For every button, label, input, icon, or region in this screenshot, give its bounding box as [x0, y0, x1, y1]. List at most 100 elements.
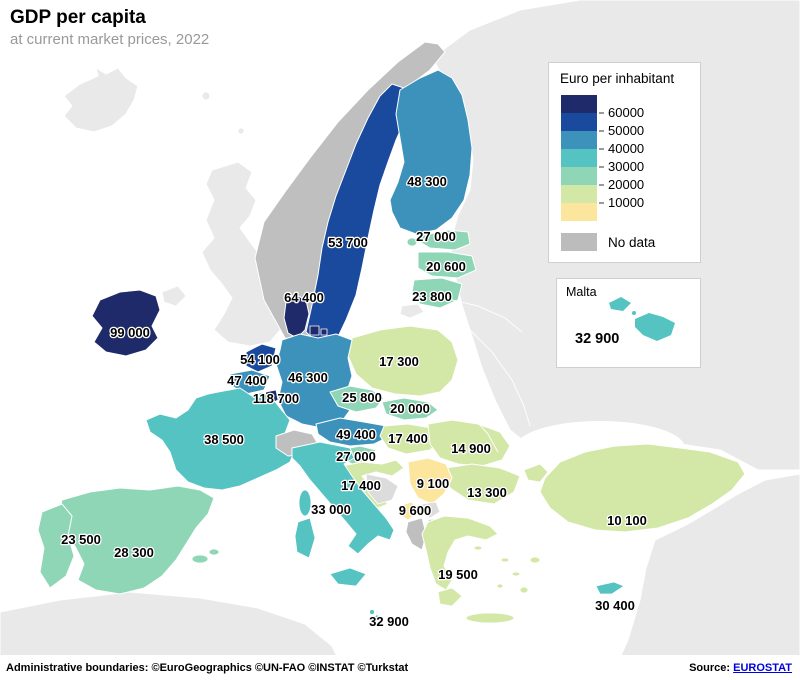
footer: Administrative boundaries: ©EuroGeograph…: [0, 655, 800, 680]
malta-island: [635, 313, 675, 341]
value-label-france: 38 500: [204, 432, 244, 447]
legend-no-data-label: No data: [608, 235, 656, 250]
legend-tick: [599, 184, 604, 186]
aegean-island: [519, 586, 529, 594]
value-label-germany: 46 300: [288, 370, 328, 385]
aegean-island: [511, 571, 521, 577]
country-italy: [291, 441, 395, 555]
greece-peloponnese: [437, 587, 463, 607]
legend-tick: [599, 112, 604, 114]
turkey-east-thrace: [523, 463, 549, 483]
value-label-czechia: 25 800: [342, 390, 382, 405]
page-title: GDP per capita: [10, 7, 146, 28]
value-label-romania: 14 900: [451, 441, 491, 456]
value-label-serbia: 9 100: [417, 476, 450, 491]
legend-swatch-40000: [561, 131, 597, 149]
country-czechia: [329, 385, 385, 413]
malta-inset-value: 32 900: [575, 331, 620, 347]
value-label-bulgaria: 13 300: [467, 485, 507, 500]
corsica-island: [298, 489, 312, 517]
value-label-estonia: 27 000: [416, 229, 456, 244]
legend-swatch-30000: [561, 149, 597, 167]
country-latvia: [417, 251, 477, 279]
eurostat-link[interactable]: EUROSTAT: [733, 662, 792, 674]
crete-island: [465, 612, 515, 624]
malta-island-main-map: [369, 609, 375, 615]
legend-tick-label: 60000: [608, 105, 645, 120]
malta-inset-title: Malta: [566, 285, 597, 299]
legend-tick: [599, 202, 604, 204]
value-label-sweden: 53 700: [328, 235, 368, 250]
aegean-island: [529, 556, 541, 564]
country-greece: [421, 515, 499, 591]
balearic-islands: [208, 548, 220, 556]
country-northern-ireland: [161, 285, 187, 307]
legend-tick-label: 40000: [608, 141, 645, 156]
country-bulgaria: [445, 463, 521, 505]
country-bosnia-herzegovina: [365, 473, 399, 505]
legend-swatch-under-10000: [561, 203, 597, 221]
admin-boundary-line: [471, 415, 499, 453]
shetland-islands: [237, 127, 245, 135]
aegean-island: [496, 583, 504, 589]
value-label-latvia: 20 600: [426, 259, 466, 274]
legend-swatch-20000: [561, 167, 597, 185]
value-label-belgium: 47 400: [227, 373, 267, 388]
admin-boundary-line: [451, 299, 523, 333]
legend-swatch-10000: [561, 185, 597, 203]
legend-tick-label: 50000: [608, 123, 645, 138]
legend-swatch-60000-plus: [561, 95, 597, 113]
malta-island-main-map: [374, 614, 380, 620]
value-label-malta: 32 900: [369, 614, 409, 629]
legend-tick: [599, 148, 604, 150]
country-netherlands: [245, 343, 277, 373]
value-label-portugal: 23 500: [61, 532, 101, 547]
country-cyprus: [595, 581, 625, 595]
legend-tick: [599, 130, 604, 132]
value-label-ireland: 99 000: [110, 325, 150, 340]
value-label-greece: 19 500: [438, 567, 478, 582]
malta-inset-map: [609, 297, 675, 341]
legend-tick-label: 30000: [608, 159, 645, 174]
sicily-island: [329, 567, 367, 587]
header: GDP per capita at current market prices,…: [10, 6, 209, 50]
footer-attribution: Administrative boundaries: ©EuroGeograph…: [6, 662, 409, 674]
country-albania: [405, 517, 427, 551]
country-iceland: [63, 67, 139, 133]
country-denmark: [283, 295, 310, 339]
value-label-turkey: 10 100: [607, 513, 647, 528]
footer-source-label: Source:: [689, 662, 731, 674]
value-label-austria: 49 400: [336, 427, 376, 442]
legend-tick: [599, 166, 604, 168]
value-label-slovakia: 20 000: [390, 401, 430, 416]
legend-title: Euro per inhabitant: [560, 71, 675, 86]
legend-swatch-50000: [561, 113, 597, 131]
legend-tick-label: 20000: [608, 177, 645, 192]
country-spain: [57, 485, 215, 595]
country-poland: [347, 325, 459, 397]
aegean-island: [500, 557, 510, 563]
country-portugal: [37, 503, 75, 589]
value-label-luxembourg: 118 700: [253, 391, 299, 406]
comino-island: [632, 311, 636, 315]
country-france: [145, 387, 297, 491]
denmark-funen-island: [320, 328, 328, 336]
gozo-island: [609, 297, 631, 311]
country-romania: [427, 419, 511, 467]
country-lithuania: [411, 277, 463, 309]
value-label-italy: 33 000: [311, 502, 351, 517]
value-label-spain: 28 300: [114, 545, 154, 560]
country-germany: [275, 333, 353, 429]
country-turkey: [539, 443, 746, 533]
country-austria: [315, 417, 391, 447]
country-serbia: [407, 457, 453, 505]
country-hungary: [379, 423, 443, 455]
country-slovakia: [381, 397, 439, 421]
country-estonia: [419, 229, 471, 251]
value-label-montenegro: 9 600: [399, 503, 432, 518]
country-ireland: [91, 289, 161, 357]
value-label-denmark: 64 400: [284, 290, 324, 305]
value-label-cyprus: 30 400: [595, 598, 635, 613]
aegean-island: [473, 545, 483, 551]
